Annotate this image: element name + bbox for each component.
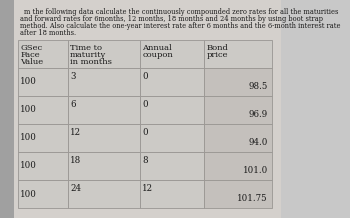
Text: 12: 12: [142, 184, 153, 193]
Text: 101.75: 101.75: [237, 194, 268, 203]
Text: Value: Value: [20, 58, 43, 66]
Bar: [140, 124, 204, 152]
Text: 6: 6: [70, 100, 76, 109]
Text: 100: 100: [20, 162, 37, 170]
Text: 94.0: 94.0: [248, 138, 268, 147]
Text: method. Also calculate the one-year interest rate after 6 months and the 6-month: method. Also calculate the one-year inte…: [20, 22, 341, 30]
Bar: [140, 96, 204, 124]
Bar: [18, 152, 68, 180]
Text: 0: 0: [142, 128, 148, 137]
Bar: [18, 180, 68, 208]
Bar: [204, 68, 272, 96]
Text: 100: 100: [20, 189, 37, 199]
Text: GSec: GSec: [20, 44, 42, 52]
Text: 18: 18: [70, 156, 81, 165]
Bar: [140, 152, 204, 180]
Text: Face: Face: [20, 51, 40, 59]
Text: 100: 100: [20, 106, 37, 114]
Text: 0: 0: [142, 72, 148, 81]
Text: Time to: Time to: [70, 44, 102, 52]
Text: coupon: coupon: [142, 51, 173, 59]
Bar: [140, 40, 204, 68]
Bar: [18, 124, 68, 152]
Text: price: price: [206, 51, 228, 59]
Text: m the following data calculate the continuously compounded zero rates for all th: m the following data calculate the conti…: [24, 8, 338, 16]
Bar: [18, 96, 68, 124]
Text: 8: 8: [142, 156, 148, 165]
Bar: [204, 152, 272, 180]
Bar: [140, 68, 204, 96]
Bar: [204, 124, 272, 152]
Text: in months: in months: [70, 58, 112, 66]
Bar: [68, 180, 140, 208]
Text: 12: 12: [70, 128, 81, 137]
Text: 101.0: 101.0: [243, 166, 268, 175]
Bar: [68, 68, 140, 96]
Text: after 18 months.: after 18 months.: [20, 29, 76, 37]
Bar: [204, 96, 272, 124]
Text: 3: 3: [70, 72, 75, 81]
Bar: [68, 96, 140, 124]
Text: 100: 100: [20, 133, 37, 143]
Text: maturity: maturity: [70, 51, 106, 59]
Bar: [0, 0, 14, 218]
Text: Annual: Annual: [142, 44, 172, 52]
Text: 96.9: 96.9: [248, 110, 268, 119]
Bar: [204, 40, 272, 68]
Bar: [68, 124, 140, 152]
Text: 0: 0: [142, 100, 148, 109]
Bar: [68, 40, 140, 68]
Bar: [18, 40, 68, 68]
Text: and forward rates for 6months, 12 months, 18 months and 24 months by using boot : and forward rates for 6months, 12 months…: [20, 15, 323, 23]
Bar: [204, 180, 272, 208]
Bar: [140, 180, 204, 208]
Text: 98.5: 98.5: [248, 82, 268, 91]
Text: Bond: Bond: [206, 44, 229, 52]
Bar: [18, 68, 68, 96]
Text: 24: 24: [70, 184, 81, 193]
Bar: [68, 152, 140, 180]
Text: 100: 100: [20, 78, 37, 87]
